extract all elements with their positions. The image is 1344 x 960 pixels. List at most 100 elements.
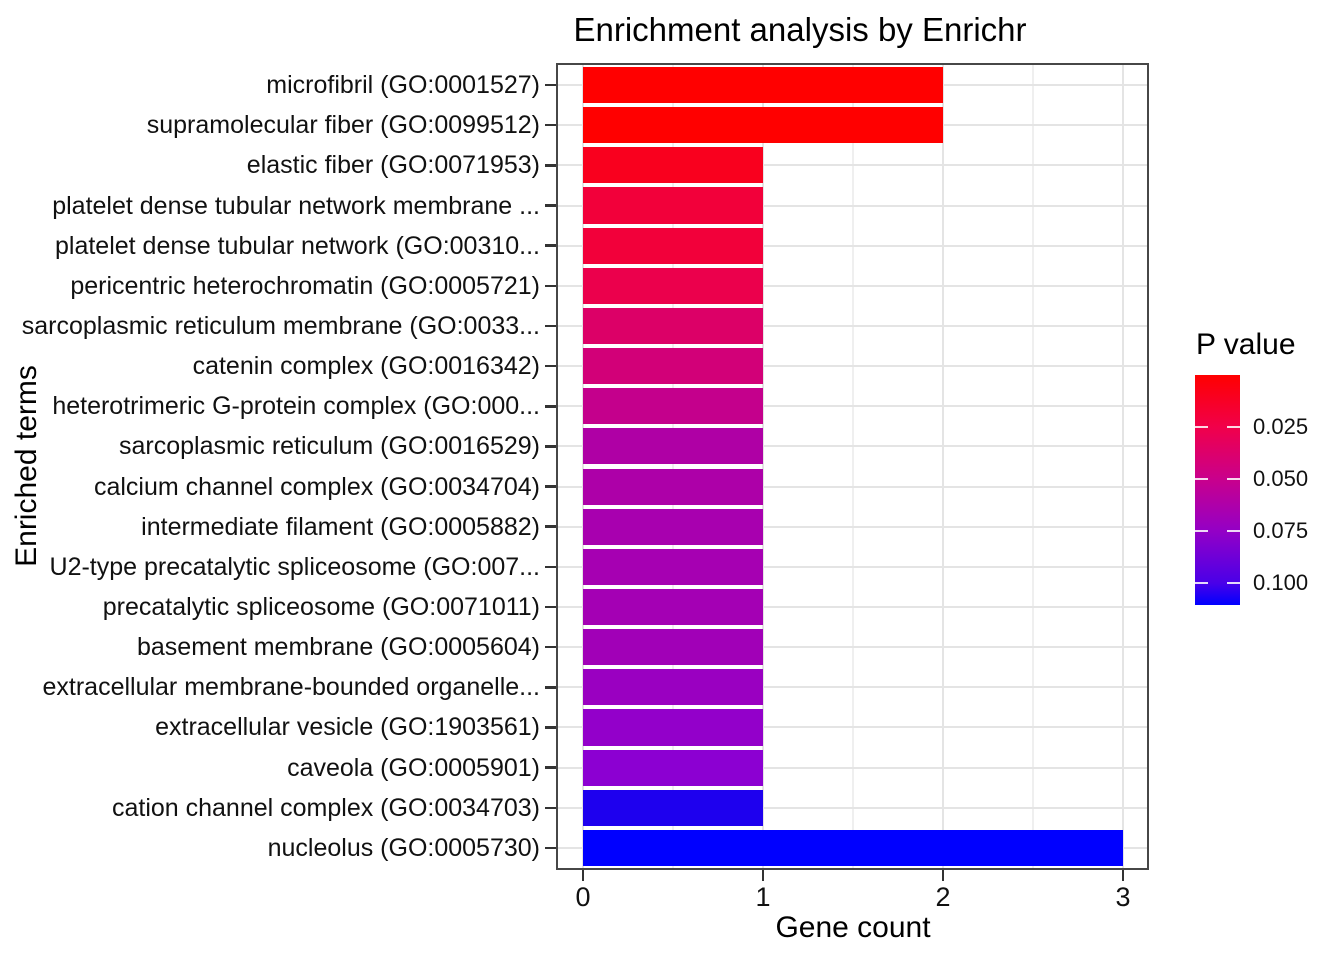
x-tick-label: 3 (1115, 882, 1131, 912)
y-tick-mark (545, 806, 556, 810)
bar (583, 388, 763, 425)
gridline-minor (1032, 65, 1034, 868)
gridline-major (558, 606, 1147, 609)
gridline-major (558, 164, 1147, 167)
y-tick-label: microfibril (GO:0001527) (266, 71, 540, 100)
x-tick-mark (1121, 870, 1125, 881)
legend-tick-mark (1227, 425, 1240, 429)
bar (583, 307, 763, 345)
gridline-major (582, 65, 584, 868)
bar (583, 588, 763, 626)
bar (583, 187, 763, 224)
x-axis-title: Gene count (775, 911, 931, 944)
gridline-major (558, 284, 1147, 287)
y-tick-mark (545, 324, 556, 328)
y-tick-mark (545, 445, 556, 448)
x-tick-mark (941, 870, 945, 881)
y-tick-mark (545, 164, 556, 167)
gridline-major (558, 405, 1147, 408)
y-tick-label: catenin complex (GO:0016342) (192, 352, 540, 381)
bar (583, 749, 763, 786)
bar (583, 227, 763, 264)
legend-tick-mark (1195, 477, 1208, 481)
gridline-major (558, 686, 1147, 689)
bar (583, 629, 763, 666)
y-tick-label: nucleolus (GO:0005730) (267, 833, 540, 862)
gridline-major (558, 324, 1147, 327)
gridline-major (558, 646, 1147, 649)
legend-tick-label: 0.025 (1253, 413, 1309, 439)
y-tick-label: precatalytic spliceosome (GO:0071011) (102, 593, 540, 622)
bar (583, 267, 763, 304)
plot-panel (556, 63, 1149, 870)
gridline-major (558, 445, 1147, 448)
gridline-major (558, 485, 1147, 488)
legend-tick-mark (1227, 581, 1240, 585)
y-tick-mark (545, 525, 556, 528)
bar (583, 548, 763, 585)
gridline-major (558, 565, 1147, 568)
legend-gradient-bar (1195, 375, 1240, 605)
x-tick-label: 0 (575, 882, 591, 912)
y-tick-mark (545, 204, 556, 207)
x-tick-label: 2 (935, 882, 951, 912)
gridline-major (762, 65, 764, 868)
gridline-minor (672, 65, 674, 868)
y-tick-label: sarcoplasmic reticulum membrane (GO:0033… (21, 311, 540, 340)
y-tick-mark (545, 605, 556, 609)
gridline-major (558, 806, 1147, 809)
y-tick-label: pericentric heterochromatin (GO:0005721) (70, 271, 540, 300)
bar (583, 147, 763, 184)
gridline-major (558, 726, 1147, 729)
y-axis-title: Enriched terms (10, 365, 43, 567)
bar (583, 348, 763, 385)
y-tick-label: calcium channel complex (GO:0034704) (93, 472, 540, 501)
y-tick-mark (545, 485, 556, 488)
y-tick-mark (545, 405, 556, 408)
legend-tick-mark (1195, 529, 1208, 533)
y-tick-label: cation channel complex (GO:0034703) (111, 793, 540, 822)
y-tick-mark (545, 846, 556, 850)
legend-tick-mark (1195, 425, 1208, 429)
legend-tick-mark (1227, 477, 1240, 481)
y-tick-mark (545, 686, 556, 689)
y-tick-mark (545, 565, 556, 569)
y-tick-label: elastic fiber (GO:0071953) (246, 151, 540, 180)
y-tick-mark (545, 645, 556, 649)
y-tick-label: heterotrimeric G-protein complex (GO:000… (52, 392, 540, 421)
gridline-major (558, 525, 1147, 528)
x-tick-label: 1 (755, 882, 771, 912)
y-tick-mark (545, 83, 556, 87)
bar (583, 789, 763, 826)
x-tick-mark (761, 870, 765, 881)
y-tick-label: caveola (GO:0005901) (287, 753, 540, 782)
y-tick-label: U2-type precatalytic spliceosome (GO:007… (49, 552, 540, 581)
bar (583, 508, 763, 545)
x-tick-mark (581, 870, 585, 881)
gridline-major (558, 766, 1147, 769)
bar (583, 468, 763, 505)
legend-title: P value (1196, 328, 1296, 361)
y-tick-label: platelet dense tubular network membrane … (52, 191, 540, 220)
y-tick-mark (545, 364, 556, 368)
bar (583, 709, 763, 746)
legend-tick-label: 0.050 (1253, 465, 1309, 491)
y-tick-mark (545, 726, 556, 729)
y-tick-label: basement membrane (GO:0005604) (137, 633, 540, 662)
bar (583, 669, 763, 706)
y-tick-label: supramolecular fiber (GO:0099512) (146, 111, 540, 140)
y-tick-label: extracellular membrane-bounded organelle… (42, 673, 540, 702)
gridline-major (558, 204, 1147, 207)
bar (583, 107, 943, 144)
gridline-major (558, 365, 1147, 368)
y-tick-label: intermediate filament (GO:0005882) (141, 512, 540, 541)
gridline-major (558, 244, 1147, 247)
legend-tick-label: 0.075 (1253, 517, 1309, 543)
gridline-major (1122, 65, 1124, 868)
legend-tick-mark (1195, 581, 1208, 585)
gridline-major (942, 65, 944, 868)
plot-title: Enrichment analysis by Enrichr (573, 11, 1027, 48)
y-tick-mark (545, 284, 556, 288)
legend-tick-label: 0.100 (1253, 569, 1309, 595)
